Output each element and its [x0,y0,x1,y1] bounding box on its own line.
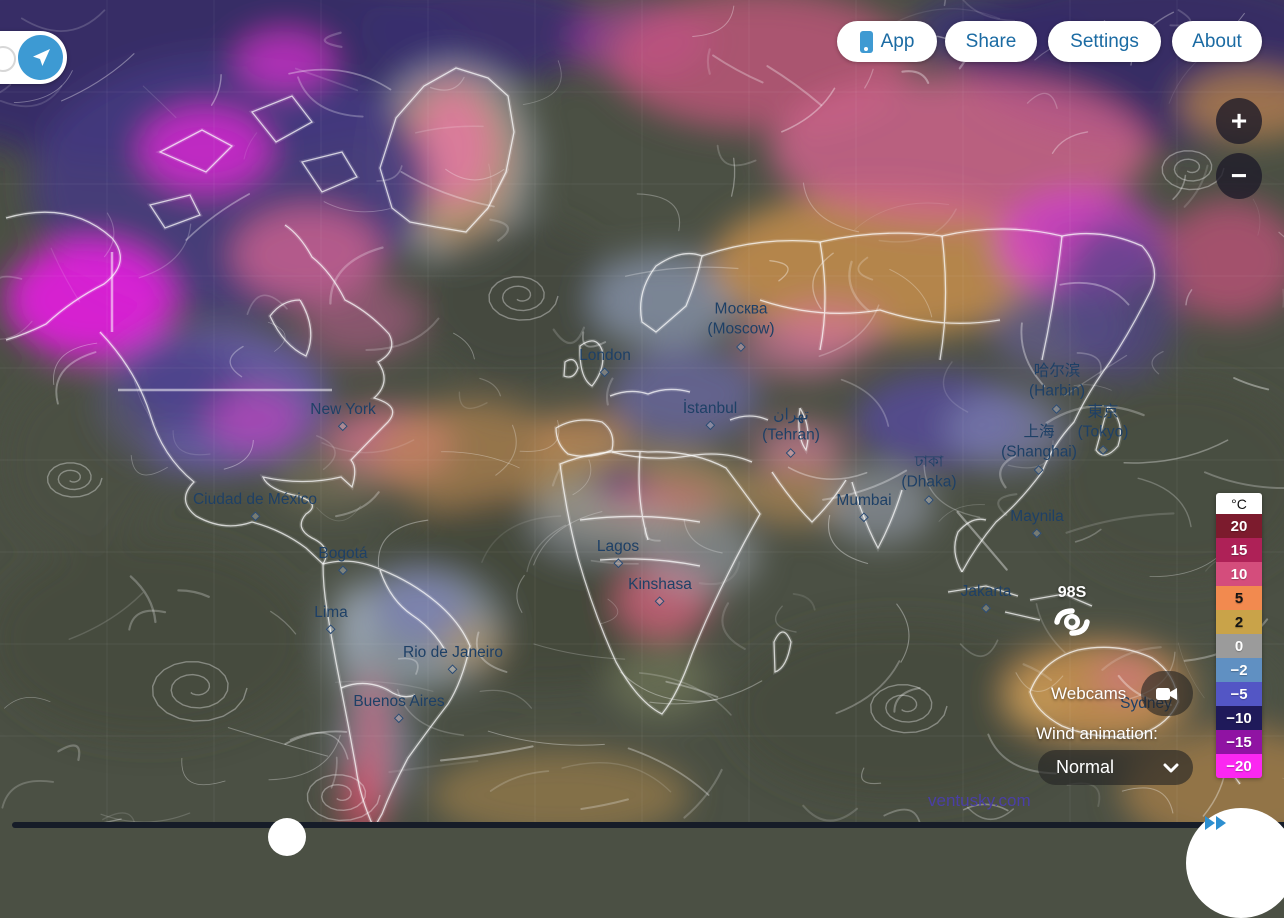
city-label-new-york[interactable]: New York [310,400,376,432]
legend-stop: 2 [1216,610,1262,634]
city-marker-icon [981,603,991,614]
legend-stop: −20 [1216,754,1262,778]
city-marker-icon [338,565,348,576]
legend-stop: 20 [1216,514,1262,538]
city-marker-icon [859,512,869,523]
city-label-dhaka[interactable]: ঢাকা (Dhaka) [901,453,957,505]
temperature-legend: °C 20 15 10 5 2 0 −2 −5 −10 −15 −20 [1216,493,1262,778]
smartphone-icon [859,30,873,53]
weather-map[interactable] [0,0,1284,828]
zoom-out-button[interactable]: − [1216,153,1262,199]
city-label-mexico-city[interactable]: Ciudad de México [193,490,317,522]
city-marker-icon [705,420,715,431]
city-marker-icon [1032,528,1042,539]
legend-stop: 0 [1216,634,1262,658]
city-marker-icon [786,448,796,458]
city-marker-icon [613,558,623,569]
city-label-london[interactable]: London [579,346,631,378]
city-label-tokyo[interactable]: 東京 (Tokyo) [1078,403,1128,455]
locate-button[interactable] [18,35,63,80]
legend-stop: −10 [1216,706,1262,730]
fast-forward-icon [1205,816,1226,830]
city-marker-icon [448,664,458,675]
legend-stop: −2 [1216,658,1262,682]
city-label-lagos[interactable]: Lagos [597,537,639,569]
city-label-shanghai[interactable]: 上海 (Shanghai) [1001,423,1077,475]
city-label-mumbai[interactable]: Mumbai [836,491,892,523]
graticule [0,0,1284,828]
city-label-tehran[interactable]: تهران (Tehran) [762,406,820,458]
chevron-down-icon [1163,763,1193,773]
city-marker-icon [1034,465,1044,475]
city-label-moscow[interactable]: Москва (Moscow) [707,300,775,352]
settings-button[interactable]: Settings [1048,21,1161,62]
play-button[interactable] [268,818,306,856]
city-marker-icon [924,495,934,505]
storm-label-98s[interactable]: 98S [1057,584,1087,601]
legend-unit: °C [1216,493,1262,514]
city-label-jakarta[interactable]: Jakarta [961,582,1011,614]
zoom-in-button[interactable]: + [1216,98,1262,144]
webcams-label: Webcams [1051,684,1127,703]
search-pill [0,31,67,84]
wind-streamlines [0,0,1284,828]
wind-animation-select[interactable]: Normal [1038,750,1193,785]
city-marker-icon [1052,404,1062,414]
webcams-button[interactable] [1141,671,1193,716]
legend-stop: −15 [1216,730,1262,754]
city-marker-icon [326,624,336,635]
city-marker-icon [736,342,746,352]
about-button[interactable]: About [1172,21,1262,62]
city-label-buenos-aires[interactable]: Buenos Aires [353,692,445,724]
video-camera-icon [1156,687,1177,700]
share-button[interactable]: Share [945,21,1037,62]
city-label-istanbul[interactable]: İstanbul [683,399,737,431]
legend-stop: 15 [1216,538,1262,562]
next-button[interactable] [1186,808,1284,918]
navigation-arrow-icon [32,48,50,66]
legend-stop: 10 [1216,562,1262,586]
city-marker-icon [250,511,260,522]
wind-animation-value: Normal [1056,757,1115,777]
city-label-kinshasa[interactable]: Kinshasa [628,575,692,607]
city-marker-icon [1098,445,1108,455]
city-label-maynila[interactable]: Maynila [1010,507,1064,539]
wind-animation-label: Wind animation: [1036,724,1158,743]
city-label-rio-de-janeiro[interactable]: Rio de Janeiro [403,643,503,675]
legend-stop: −5 [1216,682,1262,706]
ventusky-watermark[interactable]: ventusky.com [928,791,1031,810]
city-label-harbin[interactable]: 哈尔滨 (Harbin) [1029,362,1085,414]
city-label-bogota[interactable]: Bogotá [318,544,368,576]
city-label-lima[interactable]: Lima [314,603,348,635]
app-button[interactable]: App [837,21,937,62]
legend-stop: 5 [1216,586,1262,610]
city-marker-icon [394,713,404,724]
search-icon [0,46,16,72]
cyclone-icon[interactable] [1052,607,1092,637]
city-marker-icon [338,421,348,432]
timeline-bar[interactable] [12,822,1284,828]
city-marker-icon [600,367,610,378]
city-marker-icon [655,596,665,607]
